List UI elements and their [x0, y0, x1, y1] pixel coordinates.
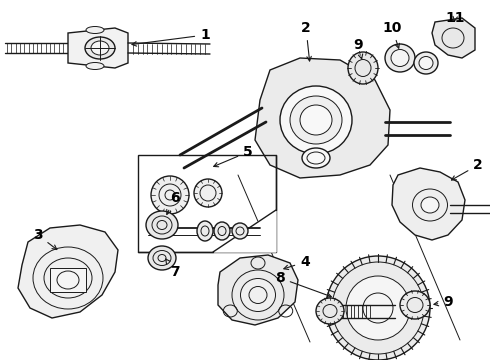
Ellipse shape	[197, 221, 213, 241]
Ellipse shape	[316, 298, 344, 324]
Polygon shape	[255, 58, 390, 178]
Circle shape	[346, 276, 410, 340]
Ellipse shape	[290, 96, 342, 144]
Text: 9: 9	[353, 38, 363, 59]
Ellipse shape	[421, 197, 439, 213]
Text: 6: 6	[167, 191, 180, 215]
Polygon shape	[68, 28, 128, 68]
Text: 7: 7	[166, 259, 180, 279]
Circle shape	[326, 256, 430, 360]
Ellipse shape	[385, 44, 415, 72]
Ellipse shape	[302, 148, 330, 168]
Ellipse shape	[400, 291, 430, 319]
Ellipse shape	[232, 223, 248, 239]
Text: 4: 4	[284, 255, 310, 270]
Text: 2: 2	[301, 21, 311, 61]
Bar	[138, 155, 276, 252]
Ellipse shape	[391, 50, 409, 67]
Text: 9: 9	[434, 295, 453, 309]
Text: 10: 10	[382, 21, 402, 48]
Polygon shape	[218, 255, 298, 325]
Ellipse shape	[91, 41, 109, 55]
Ellipse shape	[194, 179, 222, 207]
Ellipse shape	[300, 105, 332, 135]
Ellipse shape	[414, 52, 438, 74]
Ellipse shape	[85, 37, 115, 59]
Ellipse shape	[151, 176, 189, 214]
Ellipse shape	[241, 279, 275, 311]
Polygon shape	[432, 18, 475, 58]
Ellipse shape	[419, 57, 433, 69]
Polygon shape	[213, 210, 276, 252]
Text: 3: 3	[33, 228, 57, 249]
Ellipse shape	[146, 211, 178, 239]
Polygon shape	[50, 268, 86, 292]
Ellipse shape	[214, 222, 230, 240]
Ellipse shape	[348, 52, 378, 84]
Text: 11: 11	[445, 11, 465, 25]
Ellipse shape	[280, 86, 352, 154]
Ellipse shape	[86, 63, 104, 69]
Ellipse shape	[148, 246, 176, 270]
Polygon shape	[18, 225, 118, 318]
Text: 8: 8	[275, 271, 331, 297]
Polygon shape	[392, 168, 465, 240]
Text: 1: 1	[132, 28, 210, 46]
Text: 2: 2	[451, 158, 483, 180]
Text: 5: 5	[214, 145, 253, 167]
Ellipse shape	[86, 27, 104, 33]
